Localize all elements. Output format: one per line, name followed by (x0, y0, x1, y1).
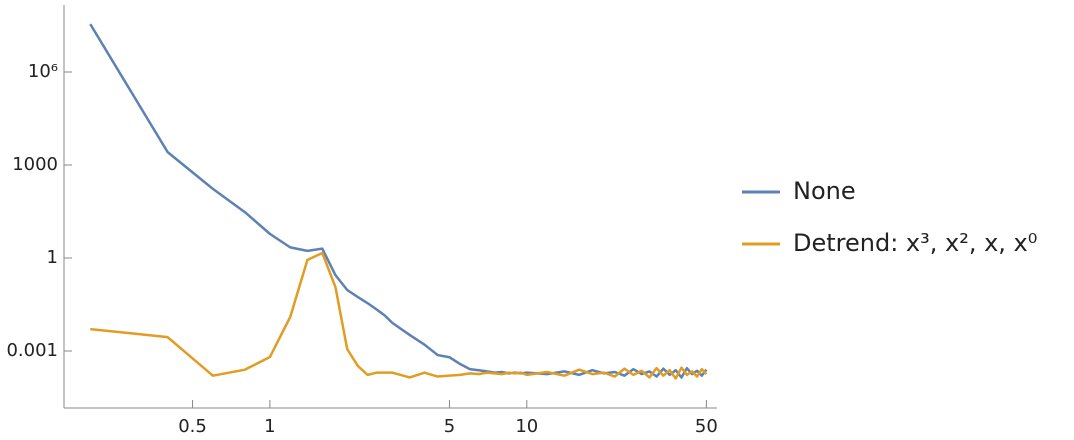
legend-label: Detrend: x³, x², x, x⁰ (793, 229, 1037, 257)
x-tick-label: 5 (444, 416, 455, 437)
x-tick-label: 10 (515, 416, 538, 437)
legend-label: None (793, 177, 856, 205)
series-line (89, 23, 708, 379)
y-tick-label: 10⁶ (28, 61, 58, 82)
x-tick-label: 0.5 (178, 416, 207, 437)
x-tick-label: 1 (264, 416, 275, 437)
y-tick-label: 1000 (12, 154, 58, 175)
series-line (90, 251, 708, 380)
x-tick-label: 50 (695, 416, 718, 437)
y-tick-label: 1 (47, 247, 58, 268)
y-tick-label: 0.001 (6, 340, 58, 361)
